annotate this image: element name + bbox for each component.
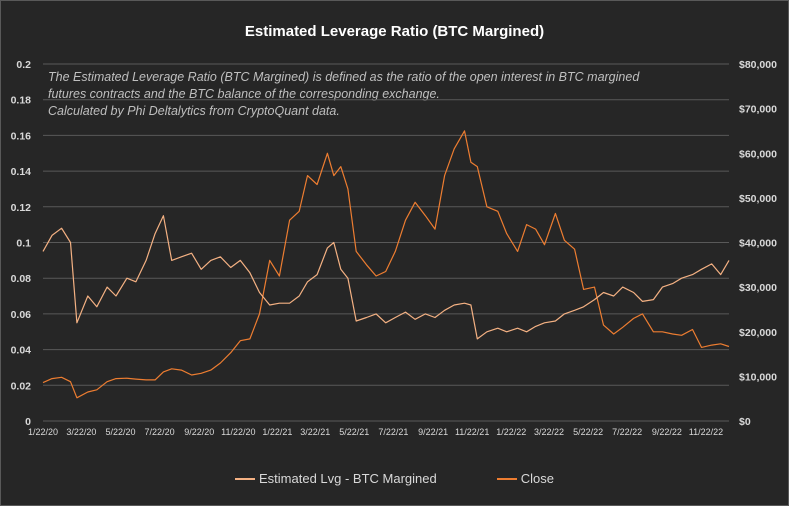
annotation-line: futures contracts and the BTC balance of… bbox=[48, 87, 440, 101]
legend: Estimated Lvg - BTC Margined Close bbox=[1, 471, 788, 486]
annotation-line: Calculated by Phi Deltalytics from Crypt… bbox=[48, 104, 340, 118]
y-left-tick-label: 0.14 bbox=[11, 166, 32, 178]
x-tick-label: 7/22/21 bbox=[378, 427, 408, 437]
x-tick-label: 3/22/22 bbox=[534, 427, 564, 437]
x-tick-label: 1/22/21 bbox=[262, 427, 292, 437]
legend-item-close: Close bbox=[496, 471, 554, 486]
y-right-tick-label: $20,000 bbox=[739, 327, 777, 339]
y-left-tick-label: 0.1 bbox=[16, 238, 31, 250]
x-tick-label: 9/22/22 bbox=[652, 427, 682, 437]
x-tick-label: 9/22/20 bbox=[184, 427, 214, 437]
x-tick-label: 5/22/20 bbox=[105, 427, 135, 437]
x-tick-label: 3/22/20 bbox=[66, 427, 96, 437]
y-left-tick-label: 0.18 bbox=[11, 95, 32, 107]
y-right-tick-label: $30,000 bbox=[739, 282, 777, 294]
legend-swatch-leverage bbox=[235, 477, 255, 480]
x-tick-label: 5/22/21 bbox=[339, 427, 369, 437]
y-left-tick-label: 0.02 bbox=[11, 380, 32, 392]
x-tick-label: 11/22/21 bbox=[455, 427, 489, 437]
y-left-tick-label: 0.04 bbox=[11, 345, 32, 357]
legend-swatch-close bbox=[496, 477, 517, 480]
y-right-tick-label: $50,000 bbox=[739, 193, 777, 205]
x-tick-label: 11/22/20 bbox=[221, 427, 255, 437]
legend-label: Estimated Lvg - BTC Margined bbox=[259, 471, 437, 486]
y-left-tick-label: 0.16 bbox=[11, 130, 32, 142]
y-left-tick-label: 0.06 bbox=[11, 309, 32, 321]
y-right-tick-label: $40,000 bbox=[739, 238, 777, 250]
y-right-tick-label: $10,000 bbox=[739, 371, 777, 383]
y-right-tick-label: $60,000 bbox=[739, 148, 777, 160]
y-right-tick-label: $0 bbox=[739, 416, 751, 428]
x-tick-label: 1/22/20 bbox=[28, 427, 58, 437]
y-left-tick-label: 0.08 bbox=[11, 273, 32, 285]
x-tick-label: 3/22/21 bbox=[300, 427, 330, 437]
legend-label: Close bbox=[520, 471, 554, 486]
legend-item-leverage: Estimated Lvg - BTC Margined bbox=[235, 471, 437, 486]
chart-annotation: The Estimated Leverage Ratio (BTC Margin… bbox=[48, 69, 639, 120]
x-tick-label: 11/22/22 bbox=[689, 427, 723, 437]
x-tick-label: 7/22/22 bbox=[612, 427, 642, 437]
y-right-tick-label: $70,000 bbox=[739, 104, 777, 116]
y-left-tick-label: 0 bbox=[25, 416, 31, 428]
series-line-close bbox=[42, 130, 730, 399]
y-left-tick-label: 0.12 bbox=[11, 202, 32, 214]
x-tick-label: 5/22/22 bbox=[573, 427, 603, 437]
annotation-line: The Estimated Leverage Ratio (BTC Margin… bbox=[48, 70, 640, 84]
x-tick-label: 7/22/20 bbox=[145, 427, 175, 437]
x-tick-label: 1/22/22 bbox=[496, 427, 526, 437]
y-left-tick-label: 0.2 bbox=[16, 59, 31, 71]
series-line-leverage bbox=[42, 215, 730, 340]
x-tick-label: 9/22/21 bbox=[418, 427, 448, 437]
y-right-tick-label: $80,000 bbox=[739, 59, 777, 71]
chart-title: Estimated Leverage Ratio (BTC Margined) bbox=[244, 23, 545, 40]
